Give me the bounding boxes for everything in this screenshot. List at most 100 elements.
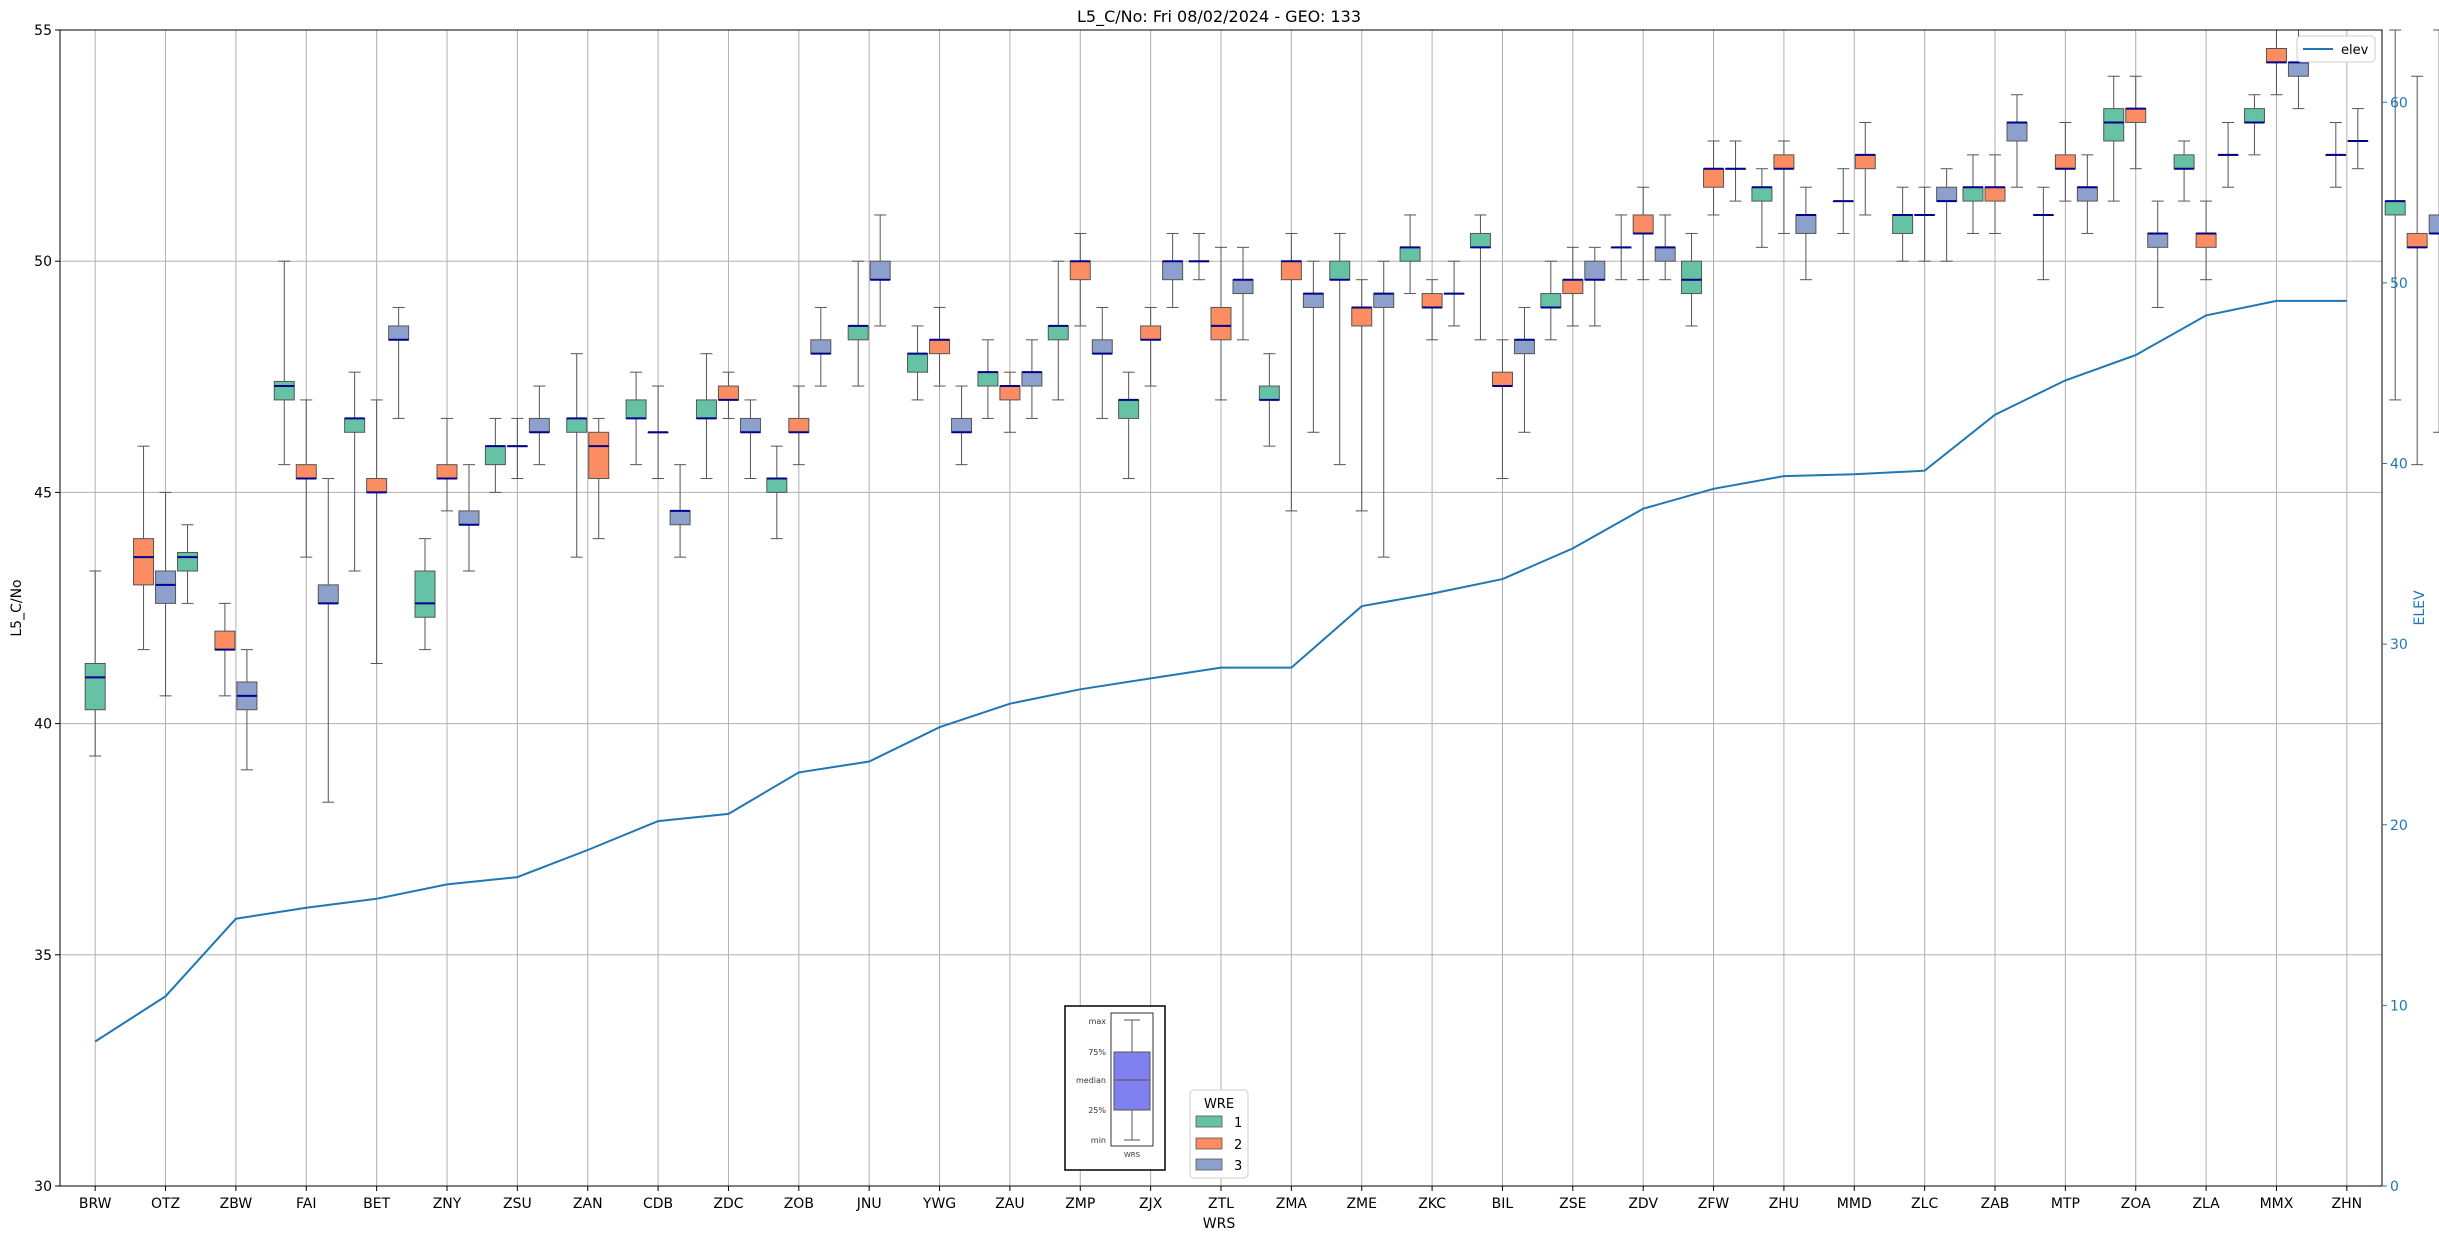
box-plot-ZAB-wre3 — [2006, 94, 2028, 188]
y-tick-label: 45 — [34, 485, 52, 501]
box — [344, 417, 366, 433]
x-tick-label: ZHN — [2332, 1196, 2363, 1212]
legend-swatch-1 — [1195, 1115, 1223, 1128]
box-plot-BIL-wre2 — [1491, 339, 1513, 480]
box-plot-ZOB-wre1 — [766, 445, 788, 540]
box — [2195, 232, 2217, 248]
box-plot-ZTL-wre3 — [1232, 246, 1254, 341]
box — [1469, 232, 1491, 248]
x-tick-label: BET — [363, 1196, 390, 1212]
legend-swatch-2 — [1195, 1137, 1223, 1150]
legend-title: WRE — [1204, 1097, 1234, 1112]
legend-wre: WRE 1 2 3 — [1189, 1089, 1249, 1179]
box-plot-FAI-wre3 — [317, 478, 339, 803]
y2-tick-label: 60 — [2390, 95, 2408, 111]
y2-tick-label: 10 — [2390, 998, 2408, 1014]
box — [625, 399, 647, 419]
box — [2006, 121, 2028, 142]
box-plot-MMX-wre2 — [2265, 29, 2287, 96]
box-plot-ZHN-wre2 — [2347, 108, 2369, 170]
box-plot-OTZ-wre3 — [155, 491, 177, 697]
box-plot-undefined-wre3 — [2428, 29, 2439, 433]
box — [2103, 108, 2125, 142]
box-plot-ZME-wre1 — [1329, 232, 1351, 466]
box-plot-ZDV-wre3 — [1654, 214, 1676, 281]
box-plot-ZKC-wre1 — [1399, 214, 1421, 295]
box-plot-OTZ-wre1 — [177, 524, 199, 604]
box-plot-ZSE-wre1 — [1540, 260, 1562, 341]
y-axis-label: L5_C/No — [9, 579, 25, 636]
box — [458, 510, 480, 526]
elev-series-line — [94, 299, 2347, 1043]
box — [1584, 260, 1606, 281]
box-plot-CDB-wre1 — [625, 371, 647, 466]
x-tick-label: ZAU — [995, 1196, 1024, 1212]
box — [1854, 154, 1876, 170]
key-label-min: min — [1091, 1136, 1106, 1145]
y-tick-label: 35 — [34, 948, 52, 964]
box-plot-ZDC-wre1 — [695, 353, 717, 480]
box-plot-ZDV-wre2 — [1632, 186, 1654, 281]
box — [1795, 214, 1817, 234]
x-tick-label: ZLA — [2192, 1196, 2220, 1212]
box-plot-ZHU-wre2 — [1773, 140, 1795, 234]
y2-tick-label: 40 — [2390, 457, 2408, 473]
box — [999, 385, 1021, 401]
box — [2054, 154, 2076, 170]
box — [2076, 186, 2098, 202]
box-plot-ZAB-wre2 — [1984, 154, 2006, 234]
x-tick-label: ZAN — [573, 1196, 603, 1212]
box — [1936, 186, 1958, 202]
x-tick-label: ZTL — [1208, 1196, 1234, 1212]
box-plot-ZMA-wre1 — [1258, 353, 1280, 447]
box — [2287, 61, 2309, 77]
box — [1562, 279, 1584, 295]
box-plot-ZBW-wre3 — [236, 649, 258, 771]
box-plot-MMX-wre3 — [2287, 29, 2309, 110]
box — [2147, 232, 2169, 248]
box — [977, 371, 999, 387]
box — [177, 552, 199, 572]
box — [1021, 371, 1043, 387]
x-tick-label: ZBW — [220, 1196, 253, 1212]
y-axis-right: 0 10 20 30 40 50 60 — [2382, 95, 2408, 1195]
box — [1751, 186, 1773, 202]
box — [766, 478, 788, 493]
legend-label-elev: elev — [2341, 43, 2369, 58]
x-tick-label: ZMA — [1276, 1196, 1308, 1212]
key-label-wrs: WRS — [1124, 1151, 1141, 1159]
legend-label-3: 3 — [1234, 1159, 1242, 1174]
box — [1351, 306, 1373, 327]
box — [1162, 260, 1184, 281]
x-tick-label: MMD — [1837, 1196, 1872, 1212]
box — [1421, 293, 1443, 308]
x-tick-label: ZME — [1346, 1196, 1377, 1212]
box-plot-ZLC-wre3 — [1936, 168, 1958, 262]
x-tick-label: ZSU — [503, 1196, 532, 1212]
box — [1540, 293, 1562, 308]
box — [929, 339, 951, 355]
box — [484, 445, 506, 466]
box-plot-ZOB-wre3 — [810, 306, 832, 387]
box — [2265, 47, 2287, 63]
box-plot-FAI-wre1 — [273, 260, 295, 466]
box-plot-ZMP-wre3 — [1091, 306, 1113, 419]
box-plot-ZFW-wre1 — [1681, 232, 1703, 327]
key-label-max: max — [1089, 1017, 1107, 1026]
box-plot-ZNY-wre3 — [458, 464, 480, 572]
box — [695, 399, 717, 419]
box-plot-ZAB-wre1 — [1962, 154, 1984, 234]
box-plot-ZAU-wre3 — [1021, 339, 1043, 419]
box-plot-ZSU-wre3 — [528, 385, 550, 466]
box-plot-ZJX-wre2 — [1140, 306, 1162, 387]
box-plot-ZNY-wre2 — [436, 417, 458, 512]
box — [388, 325, 410, 341]
box — [566, 417, 588, 433]
box-plot-ZME-wre2 — [1351, 279, 1373, 512]
box-plot-ZFW-wre2 — [1703, 140, 1725, 216]
box — [317, 584, 339, 604]
y2-tick-label: 0 — [2390, 1179, 2399, 1195]
y-tick-label: 40 — [34, 717, 52, 733]
box — [1373, 293, 1395, 308]
